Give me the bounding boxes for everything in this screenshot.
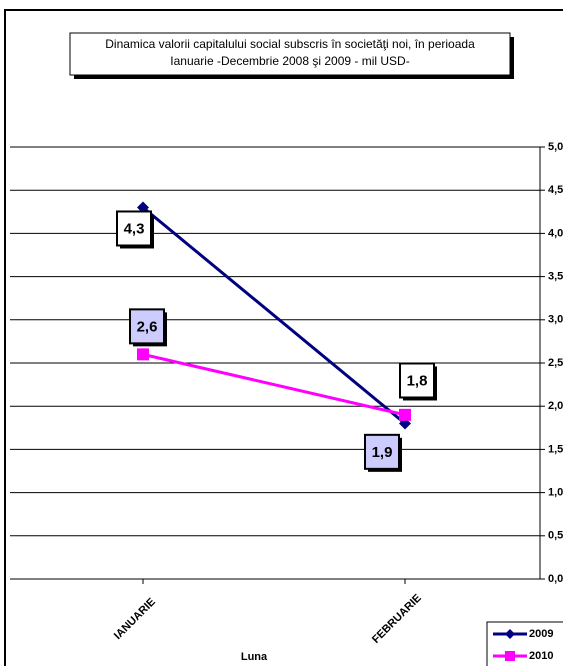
- y-tick-label: 4,5: [548, 184, 563, 196]
- marker: [399, 408, 411, 421]
- marker: [137, 348, 149, 361]
- legend-box: [486, 621, 563, 666]
- label-box: [116, 210, 152, 247]
- y-tick-label: 0,0: [548, 573, 563, 585]
- legend-label: 2009: [529, 628, 553, 640]
- data-label: 1,9: [372, 444, 393, 461]
- chart-title: Ianuarie -Decembrie 2008 şi 2009 - mil U…: [170, 54, 409, 68]
- chart-title: Dinamica valorii capitalului social subs…: [105, 37, 475, 51]
- data-label: 4,3: [124, 220, 145, 237]
- series-line: [142, 206, 406, 425]
- y-tick-label: 2,5: [548, 357, 563, 369]
- y-tick-label: 3,0: [548, 314, 563, 326]
- series-line: [142, 352, 406, 417]
- y-tick-label: 0,5: [548, 530, 563, 542]
- legend-label: 2010: [529, 650, 553, 662]
- title-box: [69, 32, 511, 76]
- label-box: [364, 433, 400, 470]
- x-axis-label: Luna: [241, 651, 268, 663]
- y-tick-label: 3,5: [548, 271, 563, 283]
- y-tick-label: 1,5: [548, 443, 563, 455]
- data-label: 1,8: [407, 372, 428, 389]
- y-tick-label: 1,0: [548, 487, 563, 499]
- y-tick-label: 4,0: [548, 227, 563, 239]
- y-tick-label: 5,0: [548, 141, 563, 153]
- label-box: [399, 362, 435, 399]
- y-tick-label: 2,0: [548, 400, 563, 412]
- data-label: 2,6: [137, 318, 158, 335]
- legend-marker: [505, 629, 515, 639]
- label-box: [129, 308, 165, 345]
- chart-frame: [4, 9, 563, 666]
- legend-marker: [505, 651, 515, 661]
